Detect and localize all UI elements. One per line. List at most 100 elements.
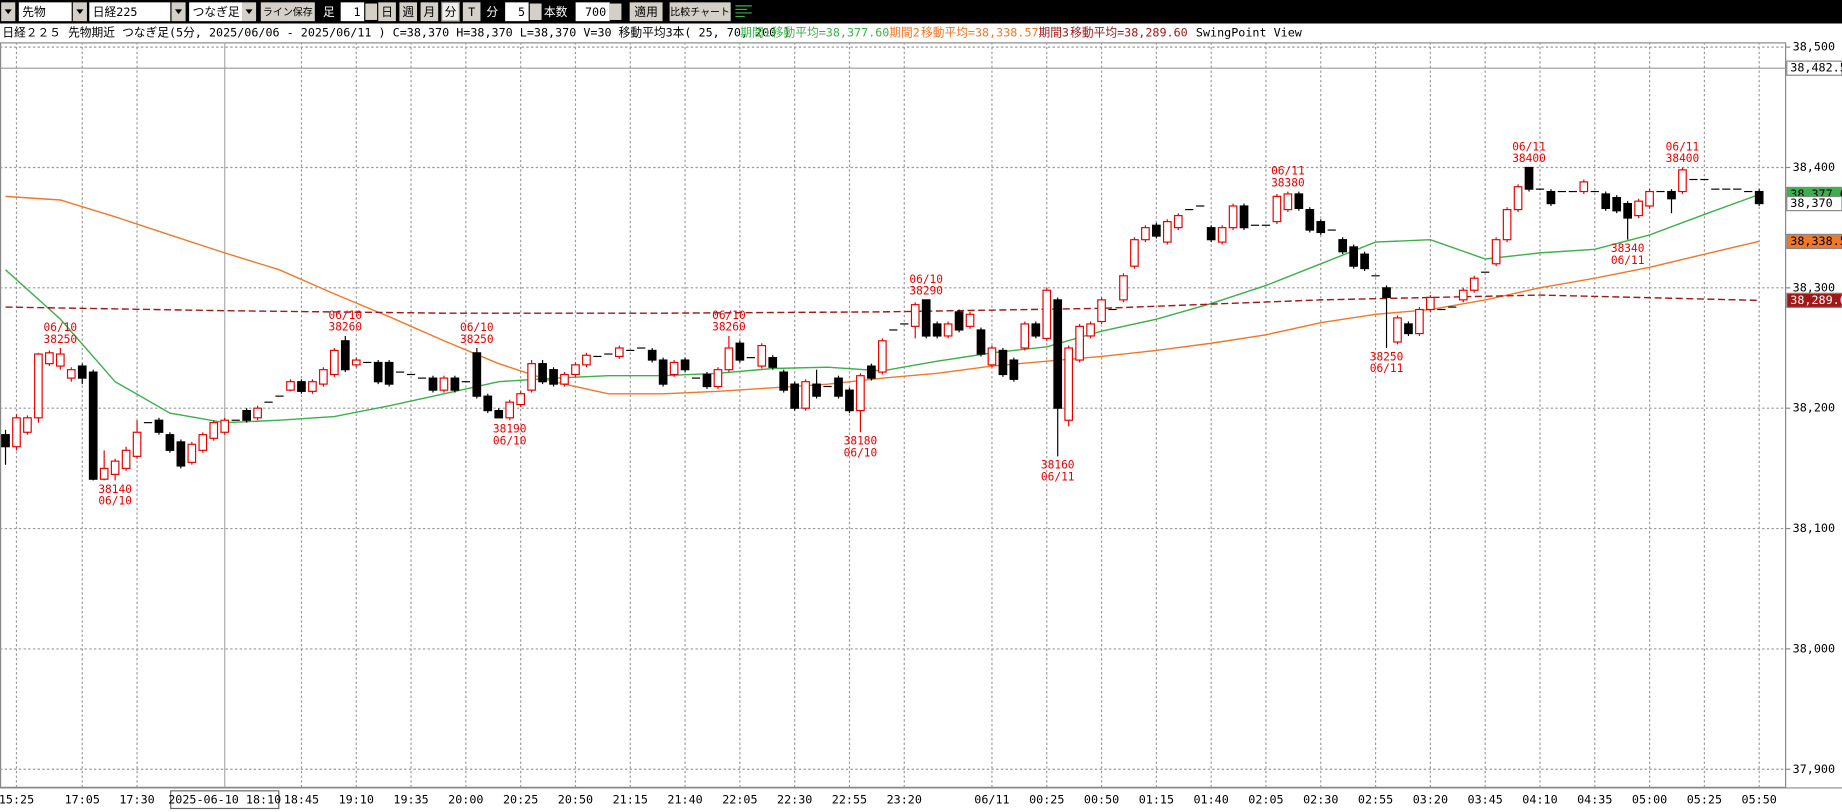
x-tick-label: 05:00 <box>1632 793 1667 807</box>
candle-body <box>1415 308 1424 335</box>
candle-body <box>1524 166 1534 190</box>
candle-body <box>713 369 723 388</box>
candle-body <box>165 434 175 451</box>
apply-button[interactable] <box>629 2 663 22</box>
compare-button[interactable] <box>669 2 731 22</box>
candle-body <box>976 329 986 355</box>
candle-body <box>1623 202 1633 219</box>
swing-price: 38180 <box>844 435 878 448</box>
interval-input[interactable] <box>505 2 529 22</box>
swing-price: 38260 <box>328 321 362 334</box>
candle-body <box>1042 289 1052 339</box>
bar-count-input[interactable] <box>340 2 365 22</box>
swing-date: 06/11 <box>1512 140 1546 153</box>
candle-body <box>757 345 767 367</box>
candle-body <box>549 369 558 385</box>
swing-price: 38190 <box>493 423 527 436</box>
candle-body <box>450 377 460 391</box>
dropdown-arrow <box>76 9 84 15</box>
x-tick-label: 00:25 <box>1029 793 1064 807</box>
candle-body <box>1754 190 1764 205</box>
swing-date: 06/11 <box>1271 165 1305 178</box>
candle-body <box>329 349 339 376</box>
save-button-text: ライン保存 <box>263 5 313 18</box>
x-tick-label: 19:10 <box>339 793 374 807</box>
x-tick-label: 22:05 <box>722 793 757 807</box>
period-button[interactable] <box>462 2 481 22</box>
market-select[interactable] <box>18 2 72 22</box>
x-tick-label: 02:05 <box>1248 793 1283 807</box>
swing-price: 38250 <box>1370 350 1404 363</box>
legend-value: 移動平均=38,377.60 <box>772 25 890 39</box>
candle-body <box>494 410 504 419</box>
symbol-select[interactable] <box>89 2 171 22</box>
candle-body <box>878 340 887 373</box>
candle-body <box>209 422 219 439</box>
swing-price: 38250 <box>44 333 78 346</box>
spin-button[interactable] <box>609 3 622 20</box>
y-tick-label: 38,000 <box>1793 641 1835 655</box>
candle-body <box>1053 299 1063 409</box>
x-tick-label: 22:30 <box>777 793 812 807</box>
x-tick-label: 05:50 <box>1742 793 1777 807</box>
price-marker-label: 38,482.5 <box>1790 61 1842 75</box>
candle-body <box>340 340 350 371</box>
candle-body <box>1 434 10 448</box>
period-button-text: 日 <box>381 5 393 19</box>
candle-body <box>384 361 394 385</box>
candle-body <box>505 401 515 419</box>
count-input[interactable] <box>575 2 610 22</box>
x-tick-label: 03:20 <box>1413 793 1448 807</box>
x-tick-label: 21:40 <box>667 793 702 807</box>
candle-body <box>1217 227 1227 243</box>
compare-button-text: 比較チャート <box>670 5 730 18</box>
cursor-label-box <box>170 790 280 810</box>
period-button[interactable] <box>420 2 439 22</box>
candle-body <box>1173 215 1183 229</box>
candle-body <box>297 381 306 392</box>
x-tick-label: 21:15 <box>613 793 648 807</box>
candle-body <box>669 361 679 376</box>
swing-price: 38400 <box>1666 152 1700 165</box>
candle-body <box>647 349 657 361</box>
period-button[interactable] <box>378 2 396 22</box>
swing-date: 06/10 <box>844 446 878 459</box>
candle-body <box>66 369 76 379</box>
candle-body <box>220 419 230 433</box>
y-tick-label: 38,200 <box>1793 401 1835 415</box>
candle-body <box>34 353 43 419</box>
candle-body <box>1097 299 1106 323</box>
candle-body <box>571 364 580 376</box>
candle-body <box>582 354 591 366</box>
candle-body <box>1294 193 1304 209</box>
save-button[interactable] <box>260 2 315 22</box>
indicator-icon[interactable] <box>735 5 752 18</box>
candle-body <box>1546 190 1556 205</box>
chart-type-select[interactable] <box>189 2 242 22</box>
candle-body <box>768 357 778 368</box>
swing-price: 38160 <box>1041 459 1075 472</box>
period-button-text: 月 <box>423 5 435 19</box>
spin-button[interactable] <box>365 3 378 20</box>
candle-body <box>176 441 186 467</box>
candle-body <box>1130 239 1139 267</box>
candle-body <box>1206 227 1216 241</box>
x-tick-label: 17:30 <box>119 793 154 807</box>
candle-body <box>1305 209 1315 231</box>
moving-average-line <box>5 195 1760 395</box>
candle-layer <box>1 166 1764 481</box>
symbol-text: 日経225 <box>93 5 138 19</box>
candle-body <box>1009 359 1019 380</box>
x-tick-label: 05:25 <box>1687 793 1722 807</box>
x-tick-label: 04:10 <box>1522 793 1557 807</box>
candle-body <box>856 375 865 412</box>
period-button[interactable] <box>399 2 418 22</box>
candle-body <box>253 407 262 419</box>
candle-body <box>1579 181 1589 193</box>
candle-body <box>242 410 251 421</box>
period-button-text: T <box>468 5 475 19</box>
y-tick-label: 38,100 <box>1793 521 1835 535</box>
spin-button[interactable] <box>529 3 542 20</box>
period-button-active[interactable] <box>441 1 460 22</box>
